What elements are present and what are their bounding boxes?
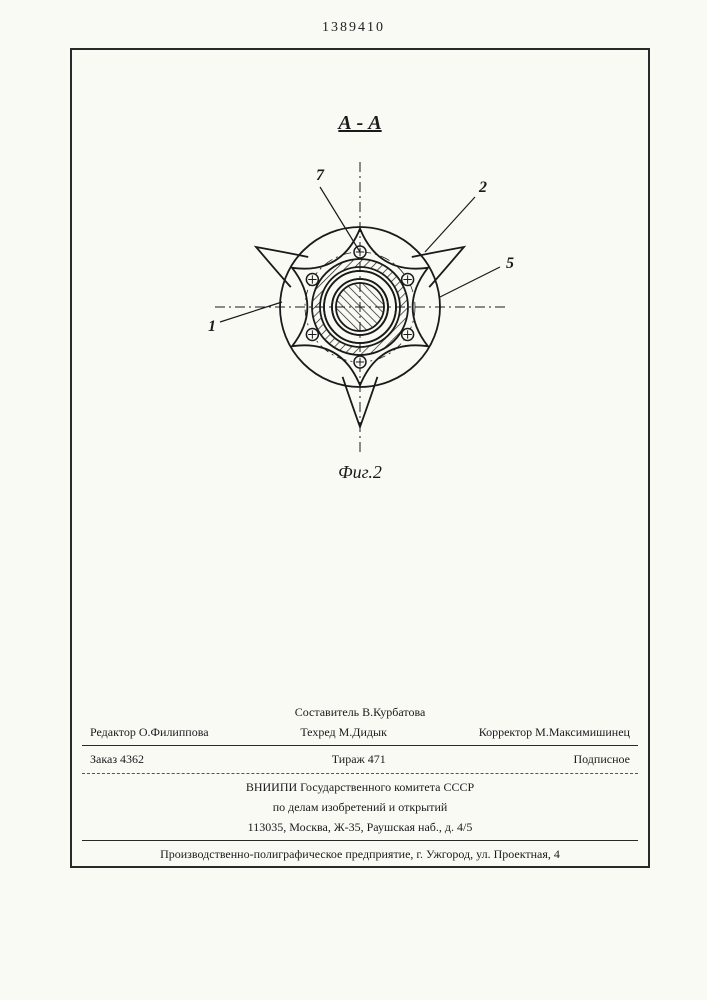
document-number: 1389410 [0, 20, 707, 36]
callout-1: 1 [208, 318, 216, 336]
footer-rule-2 [82, 773, 638, 774]
footer-corrector: Корректор М.Максимишинец [479, 724, 630, 740]
footer-rule-3 [82, 840, 638, 841]
page: 1389410 А - А Фиг.2 7 2 5 1 Составитель … [0, 0, 707, 1000]
page-frame: А - А Фиг.2 7 2 5 1 Составитель В.Курбат… [70, 48, 650, 868]
footer-tirazh: Тираж 471 [332, 751, 386, 767]
figure-label: Фиг.2 [72, 462, 648, 483]
footer-techred: Техред М.Дидык [300, 724, 387, 740]
callout-5: 5 [506, 255, 514, 273]
footer-block: Составитель В.Курбатова Редактор О.Филип… [82, 702, 638, 864]
callout-2: 2 [479, 179, 487, 197]
footer-rule-1 [82, 745, 638, 746]
footer-editor: Редактор О.Филиппова [90, 724, 209, 740]
footer-addr: 113035, Москва, Ж-35, Раушская наб., д. … [82, 817, 638, 837]
footer-print: Производственно-полиграфическое предприя… [82, 844, 638, 864]
footer-compiler: Составитель В.Курбатова [82, 702, 638, 722]
callout-7: 7 [316, 167, 324, 185]
footer-org1: ВНИИПИ Государственного комитета СССР [82, 777, 638, 797]
footer-order: Заказ 4362 [90, 751, 144, 767]
diagram [210, 157, 510, 457]
footer-podpis: Подписное [573, 751, 630, 767]
footer-org2: по делам изобретений и открытий [82, 797, 638, 817]
section-label: А - А [72, 112, 648, 135]
